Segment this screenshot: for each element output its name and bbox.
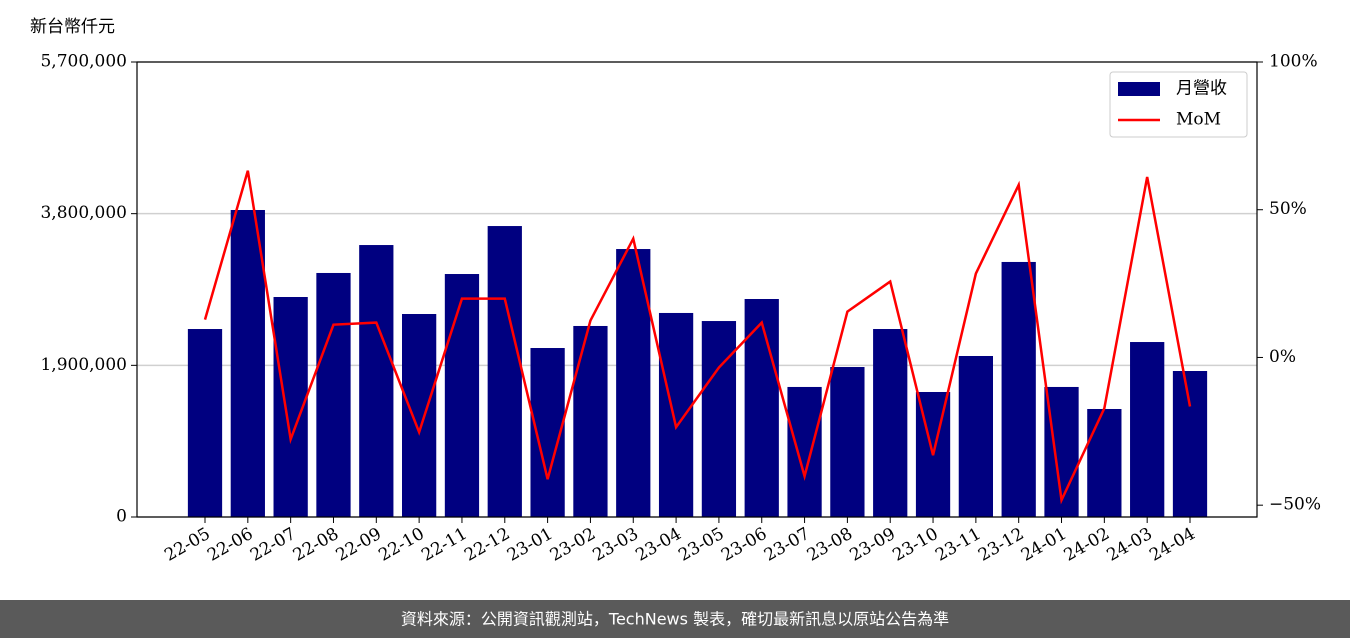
bar: [402, 314, 437, 517]
bar: [444, 274, 480, 517]
bar: [701, 321, 737, 517]
x-tick-label: 23-04: [632, 524, 684, 566]
footer: 資料來源：公開資訊觀測站，TechNews 製表，確切最新訊息以原站公告為準: [401, 610, 949, 629]
bar: [958, 355, 993, 517]
y-tick-label: 3,800,000: [40, 203, 127, 223]
x-tick-label: 23-02: [547, 524, 599, 566]
bar: [787, 386, 822, 517]
x-tick-label: 22-11: [418, 524, 470, 566]
bar: [1130, 342, 1165, 517]
bar: [1087, 408, 1122, 517]
x-tick-label: 24-03: [1103, 524, 1155, 566]
y2-tick-label: 100%: [1269, 52, 1318, 72]
bar: [744, 298, 779, 517]
bar: [1001, 261, 1036, 517]
x-tick-label: 23-07: [761, 524, 813, 566]
x-tick-label: 22-06: [204, 524, 256, 566]
plot-frame: [136, 61, 1258, 518]
y2-tick-label: 0%: [1269, 347, 1296, 367]
y2-tick-label: −50%: [1269, 495, 1321, 515]
x-tick-label: 22-07: [247, 524, 299, 566]
y-tick-label: 0: [116, 507, 127, 527]
x-tick-label: 23-05: [675, 524, 727, 566]
x-tick-label: 24-02: [1061, 524, 1113, 566]
bar: [658, 312, 694, 517]
x-tick-label: 22-12: [461, 524, 513, 566]
bar: [1172, 371, 1208, 517]
bar: [573, 325, 608, 517]
x-tick-label: 22-09: [333, 524, 385, 566]
legend-label: MoM: [1176, 110, 1221, 130]
legend-label: 月營收: [1176, 79, 1227, 99]
x-tick-label: 23-03: [590, 524, 642, 566]
x-tick-label: 24-04: [1146, 524, 1198, 566]
bar: [230, 209, 265, 517]
bar: [359, 245, 394, 517]
bar: [873, 329, 908, 517]
bar: [830, 367, 865, 517]
x-tick-label: 22-05: [161, 524, 213, 566]
line: [203, 170, 1192, 505]
bar: [187, 329, 223, 517]
footer-bar: [0, 600, 1350, 638]
x-tick-label: 23-09: [847, 524, 899, 566]
y2-tick-label: 50%: [1269, 199, 1307, 219]
x-tick-label: 23-11: [932, 524, 984, 566]
x-tick-label: 23-06: [718, 524, 770, 566]
x-tick-label: 23-12: [975, 524, 1027, 566]
x-tick-label: 23-01: [504, 524, 556, 566]
y-tick-label: 5,700,000: [40, 52, 127, 72]
x-tick-label: 24-01: [1018, 524, 1070, 566]
y-tick-label: 1,900,000: [40, 355, 127, 375]
x-tick-label: 22-08: [290, 524, 342, 566]
bar: [316, 272, 351, 517]
y-unit-label: 新台幣仟元: [30, 17, 115, 37]
legend-swatch: [1118, 82, 1160, 96]
x-tick-label: 23-08: [804, 524, 856, 566]
x-tick-label: 23-10: [889, 524, 941, 566]
x-tick-label: 22-10: [375, 524, 427, 566]
bar: [487, 226, 522, 517]
